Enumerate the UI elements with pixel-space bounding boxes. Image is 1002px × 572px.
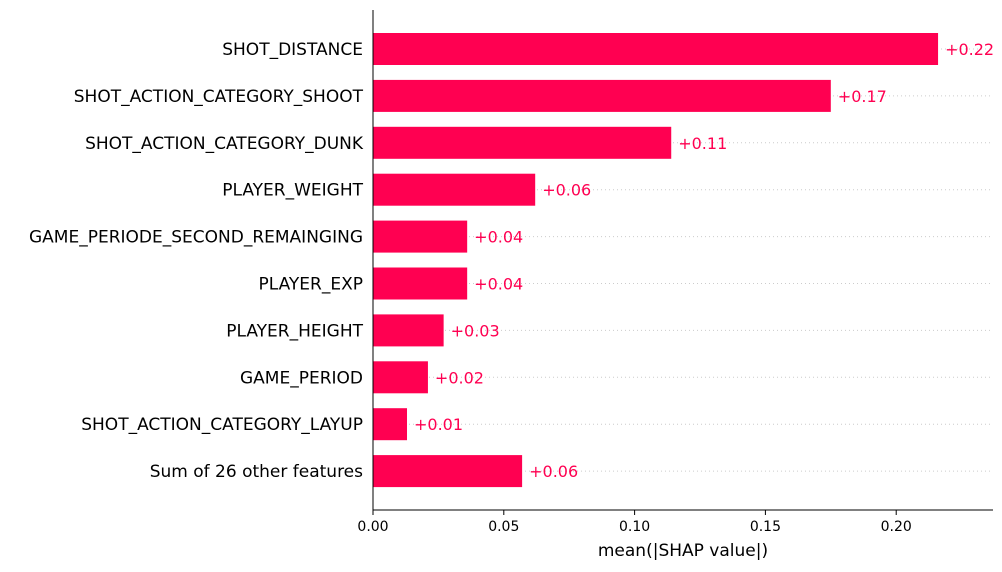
x-tick-label: 0.05 xyxy=(488,519,519,535)
row-guides xyxy=(373,48,993,472)
bar xyxy=(373,361,428,394)
x-tick-label: 0.20 xyxy=(881,519,912,535)
value-label: +0.03 xyxy=(451,321,500,340)
feature-label: PLAYER_HEIGHT xyxy=(226,321,363,341)
feature-label: PLAYER_WEIGHT xyxy=(222,181,363,201)
value-label: +0.22 xyxy=(945,40,994,59)
bar xyxy=(373,267,468,300)
feature-label: GAME_PERIOD xyxy=(240,368,363,388)
feature-label: PLAYER_EXP xyxy=(259,275,364,295)
value-label: +0.04 xyxy=(474,275,523,294)
bar xyxy=(373,126,672,159)
value-label: +0.11 xyxy=(678,134,727,153)
bar xyxy=(373,79,831,112)
value-label: +0.06 xyxy=(542,181,591,200)
feature-label: Sum of 26 other features xyxy=(150,462,363,482)
bar xyxy=(373,220,468,253)
value-labels: +0.22 +0.17 +0.11 +0.06 +0.04 +0.04 +0.03 +0.02… xyxy=(414,40,994,481)
value-label: +0.04 xyxy=(474,228,523,247)
feature-label: SHOT_ACTION_CATEGORY_SHOOT xyxy=(74,87,364,107)
x-tick-label: 0.15 xyxy=(750,519,781,535)
value-label: +0.06 xyxy=(529,462,578,481)
bar xyxy=(373,455,523,488)
feature-labels: SHOT_DISTANCE SHOT_ACTION_CATEGORY_SHOOT S… xyxy=(29,40,364,482)
bar xyxy=(373,314,444,347)
feature-label: GAME_PERIODE_SECOND_REMAINGING xyxy=(29,228,363,248)
value-label: +0.02 xyxy=(435,368,484,387)
axes: 0.00 0.05 0.10 0.15 0.20 xyxy=(357,10,993,535)
feature-label: SHOT_ACTION_CATEGORY_DUNK xyxy=(85,134,364,154)
value-label: +0.17 xyxy=(838,87,887,106)
x-tick-label: 0.10 xyxy=(619,519,650,535)
bars xyxy=(373,33,939,488)
feature-label: SHOT_DISTANCE xyxy=(222,40,363,60)
value-label: +0.01 xyxy=(414,415,463,434)
bar xyxy=(373,408,408,441)
x-tick-label: 0.00 xyxy=(357,519,388,535)
x-axis-title: mean(|SHAP value|) xyxy=(598,541,768,561)
bar xyxy=(373,173,536,206)
bar xyxy=(373,33,939,65)
feature-label: SHOT_ACTION_CATEGORY_LAYUP xyxy=(81,415,363,435)
